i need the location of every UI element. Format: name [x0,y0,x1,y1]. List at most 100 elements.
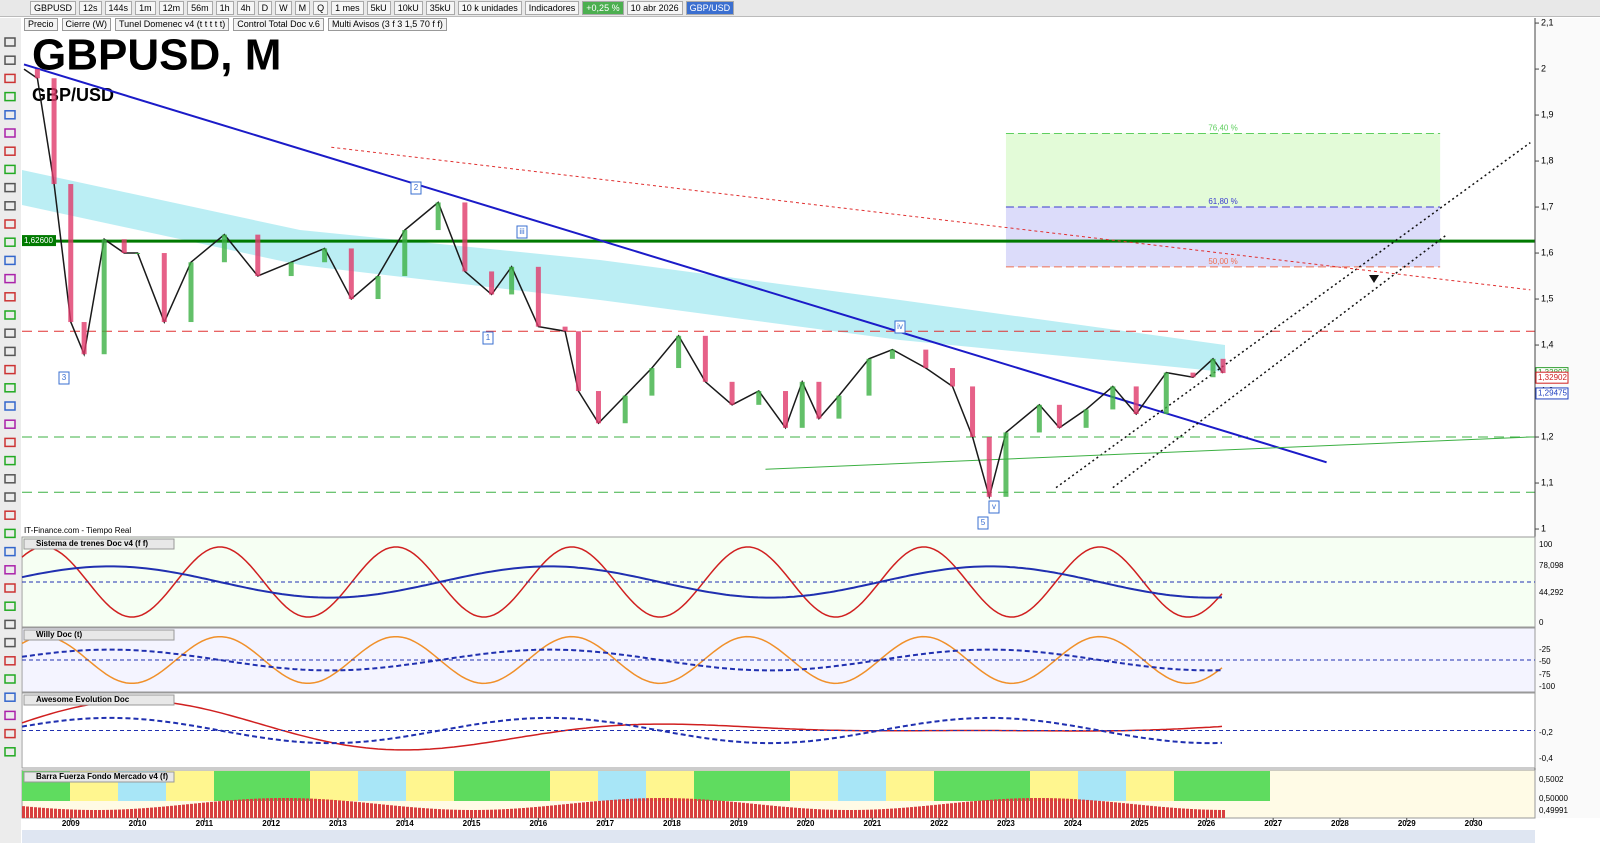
price-tag [1535,387,1569,400]
tool-icon[interactable] [4,583,16,593]
candle [375,276,381,300]
tool-icon[interactable] [4,692,16,702]
bar [1198,809,1201,818]
button[interactable]: 4h [236,1,255,15]
button[interactable]: Q [313,1,329,15]
oscillator [21,635,1223,685]
candle [950,368,956,387]
tool-icon[interactable] [4,128,16,138]
tool-icon[interactable] [4,546,16,557]
tool-icon[interactable] [4,182,16,193]
tool-icon[interactable] [4,710,16,721]
tool-icon[interactable] [4,328,16,338]
candle [348,248,354,300]
bar [966,801,969,818]
bar [674,798,677,818]
tool-icon[interactable] [4,201,16,211]
tool-icon[interactable] [4,510,16,520]
tool-icon[interactable] [4,565,16,575]
tool-icon[interactable] [4,656,16,666]
tool-icon[interactable] [4,528,16,539]
bar [98,809,101,818]
tool-icon[interactable] [4,619,16,630]
tool-icon[interactable] [4,601,16,611]
bar [930,805,933,818]
bar [862,809,865,818]
tool-icon[interactable] [4,674,16,684]
button[interactable]: 56m [187,1,213,15]
button[interactable]: W [275,1,292,15]
bar [1002,798,1005,818]
tool-icon[interactable] [4,401,16,411]
button[interactable]: Multi Avisos (3 f 3 1,5 70 f f) [327,18,447,31]
bar [958,802,961,818]
button[interactable]: Cierre (W) [61,18,112,31]
bar [990,799,993,818]
bar [374,803,377,818]
tool-icon[interactable] [4,728,16,739]
button[interactable]: 10 k unidades [457,1,522,15]
tool-icon[interactable] [4,383,16,393]
bar [1182,808,1185,818]
tool-icon[interactable] [4,747,16,757]
tool-icon[interactable] [4,364,16,375]
tool-icon[interactable] [4,474,16,484]
tool-icon[interactable] [4,419,16,429]
y-tick-label: 1,2 [1541,431,1554,441]
button[interactable]: 12s [79,1,102,15]
candle [866,358,872,396]
price-tag-label: 1,32902 [1538,373,1567,382]
candle [562,326,568,332]
band [1222,771,1270,801]
button[interactable]: Indicadores [524,1,580,15]
bar [506,809,509,818]
button[interactable]: GBPUSD [30,1,77,15]
bar [22,806,25,818]
bar [590,801,593,818]
tool-icon[interactable] [4,55,16,65]
candle [255,234,261,277]
button[interactable]: M [294,1,311,15]
bar [598,800,601,818]
button[interactable]: Tunel Domenec v4 (t t t t t) [115,18,230,31]
tool-icon[interactable] [4,437,16,448]
bar [1098,800,1101,818]
bar [1138,804,1141,818]
bar [426,808,429,818]
button[interactable]: 10kU [393,1,423,15]
wave-label: 1 [486,333,491,342]
button[interactable]: 1 mes [331,1,364,15]
tool-icon[interactable] [4,164,16,175]
bar [382,804,385,818]
bar [682,798,685,818]
button[interactable]: Precio [24,18,58,31]
tool-icon[interactable] [4,146,16,156]
band [406,771,454,801]
button[interactable]: 1m [135,1,156,15]
tool-icon[interactable] [4,237,16,247]
tool-icon[interactable] [4,73,16,84]
tool-icon[interactable] [4,292,16,302]
tool-icon[interactable] [4,492,16,502]
button[interactable]: 144s [104,1,133,15]
tool-icon[interactable] [4,346,16,357]
button[interactable]: D [257,1,273,15]
bar [34,807,37,818]
tool-icon[interactable] [4,273,16,284]
tool-icon[interactable] [4,37,16,47]
panel-axis-label: -25 [1539,645,1551,654]
button[interactable]: 5kU [366,1,391,15]
tool-icon[interactable] [4,637,16,648]
tool-icon[interactable] [4,310,16,320]
tool-icon[interactable] [4,455,16,466]
bar [570,803,573,818]
button[interactable]: Control Total Doc v.6 [233,18,324,31]
bar [582,802,585,818]
tool-icon[interactable] [4,91,16,102]
button[interactable]: 12m [158,1,185,15]
tool-icon[interactable] [4,255,16,266]
button[interactable]: 35kU [425,1,455,15]
tool-icon[interactable] [4,110,16,120]
tool-icon[interactable] [4,219,16,229]
button[interactable]: 1h [215,1,234,15]
